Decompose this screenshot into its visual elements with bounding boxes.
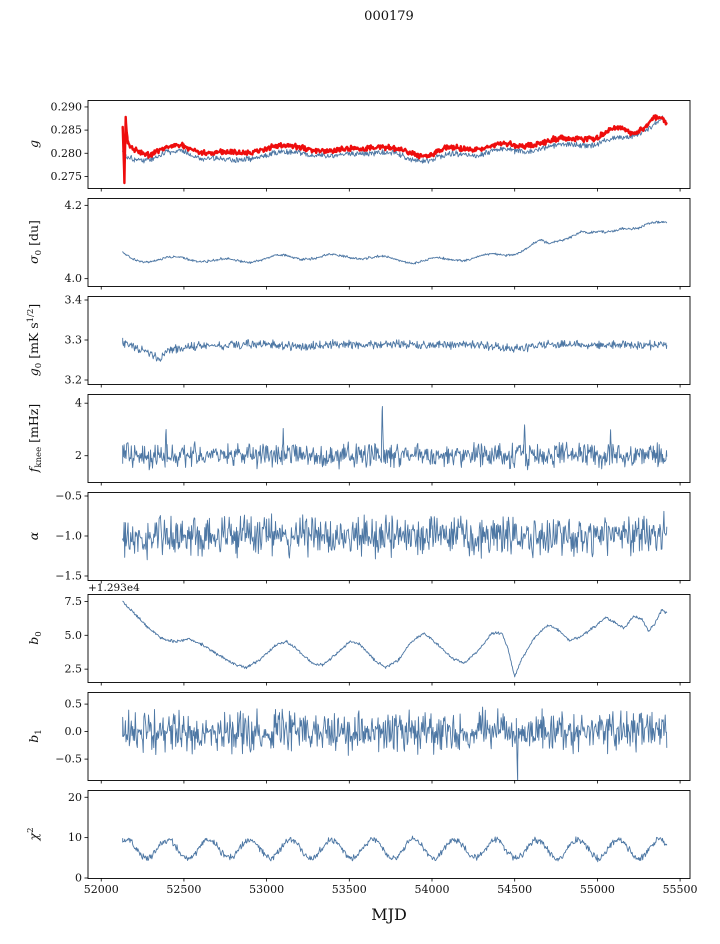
axes-box-g — [87, 100, 691, 189]
ytick-label-g: 0.275 — [51, 170, 83, 183]
ytick-label-sigma0: 4.2 — [65, 199, 83, 212]
xtick-label: 54000 — [415, 883, 450, 896]
ytick-label-chi2: 10 — [68, 831, 82, 844]
ylabel-g0: g0 [mK s1/2] — [26, 304, 44, 376]
ytick-label-b1: 0.5 — [65, 698, 83, 711]
plot-area-b1 — [122, 706, 668, 780]
panel-fknee: 2 4 fknee [mHz] — [26, 394, 691, 486]
ytick-label-fknee: 4 — [75, 397, 82, 410]
y-offset-text: +1.293e4 — [88, 582, 140, 594]
figure-title: 000179 — [364, 9, 414, 24]
xtick-label: 54500 — [497, 883, 532, 896]
ytick-label-b1: −0.5 — [55, 753, 82, 766]
series-b0 — [122, 600, 668, 678]
x-axis-label: MJD — [371, 905, 407, 924]
panel-g0: 3.2 3.3 3.4 g0 [mK s1/2] — [26, 294, 691, 388]
ylabel-alpha: α — [26, 531, 41, 540]
series-fknee — [122, 405, 668, 471]
series-g0 — [122, 337, 668, 362]
ytick-label-g: 0.285 — [51, 124, 83, 137]
panel-chi2: 0 10 20 52000 52500 53000 53500 54000 54500 55000… — [26, 790, 698, 896]
series-b1 — [122, 706, 668, 780]
plot-area-sigma0 — [122, 220, 668, 265]
xtick-label: 53500 — [332, 883, 367, 896]
plot-area-chi2 — [122, 835, 668, 863]
ylabel-b1: b1 — [26, 729, 44, 742]
plot-area-fknee — [122, 405, 668, 471]
ytick-label-g0: 3.3 — [65, 334, 83, 347]
ytick-label-alpha: −0.5 — [55, 490, 82, 503]
axes-box-alpha — [87, 492, 691, 581]
ytick-label-g0: 3.2 — [65, 374, 83, 387]
series-g-red — [121, 114, 668, 185]
ylabel-g: g — [26, 140, 41, 148]
panel-b0: 2.5 5.0 7.5 b0 +1.293e4 — [26, 582, 691, 686]
ytick-label-alpha: −1.0 — [55, 530, 82, 543]
series-alpha — [122, 510, 668, 561]
axes-box-fknee — [87, 394, 691, 483]
plot-area-g — [121, 114, 668, 185]
ytick-label-g0: 3.4 — [65, 294, 83, 307]
xtick-label: 52500 — [166, 883, 201, 896]
ytick-label-b0: 2.5 — [65, 663, 83, 676]
ylabel-chi2: χ2 — [26, 828, 41, 842]
ytick-label-chi2: 20 — [68, 791, 82, 804]
ytick-label-b0: 7.5 — [65, 595, 83, 608]
panel-g: 0.275 0.280 0.285 0.290 g — [26, 100, 691, 192]
ylabel-sigma0: σ0 [du] — [26, 220, 44, 264]
axes-box-b1 — [87, 692, 691, 781]
series-sigma0 — [122, 220, 668, 265]
xtick-label: 52000 — [84, 883, 119, 896]
ytick-label-chi2: 0 — [75, 872, 82, 885]
axes-box-chi2 — [87, 790, 691, 879]
ytick-label-g: 0.280 — [51, 147, 83, 160]
ytick-label-b0: 5.0 — [65, 629, 83, 642]
ylabel-b0: b0 — [26, 631, 44, 644]
panel-sigma0: 4.0 4.2 σ0 [du] — [26, 198, 691, 290]
series-g-blue — [122, 115, 668, 164]
xtick-label: 55500 — [663, 883, 698, 896]
ytick-label-b1: 0.0 — [65, 725, 83, 738]
axes-box-b0 — [87, 594, 691, 683]
panel-alpha: −1.5 −1.0 −0.5 α — [26, 490, 691, 584]
panel-b1: −0.5 0.0 0.5 b1 — [26, 692, 691, 784]
ytick-label-g: 0.290 — [51, 100, 83, 113]
ytick-label-fknee: 2 — [75, 449, 82, 462]
series-chi2 — [122, 835, 668, 863]
plot-area-b0 — [122, 600, 668, 678]
xtick-label: 53000 — [249, 883, 284, 896]
axes-box-g0 — [87, 296, 691, 385]
plot-area-g0 — [122, 337, 668, 362]
ytick-label-alpha: −1.5 — [55, 570, 82, 583]
axes-box-sigma0 — [87, 198, 691, 287]
ylabel-fknee: fknee [mHz] — [26, 404, 44, 473]
ytick-label-sigma0: 4.0 — [65, 272, 83, 285]
xtick-label: 55000 — [580, 883, 615, 896]
plot-area-alpha — [122, 510, 668, 561]
